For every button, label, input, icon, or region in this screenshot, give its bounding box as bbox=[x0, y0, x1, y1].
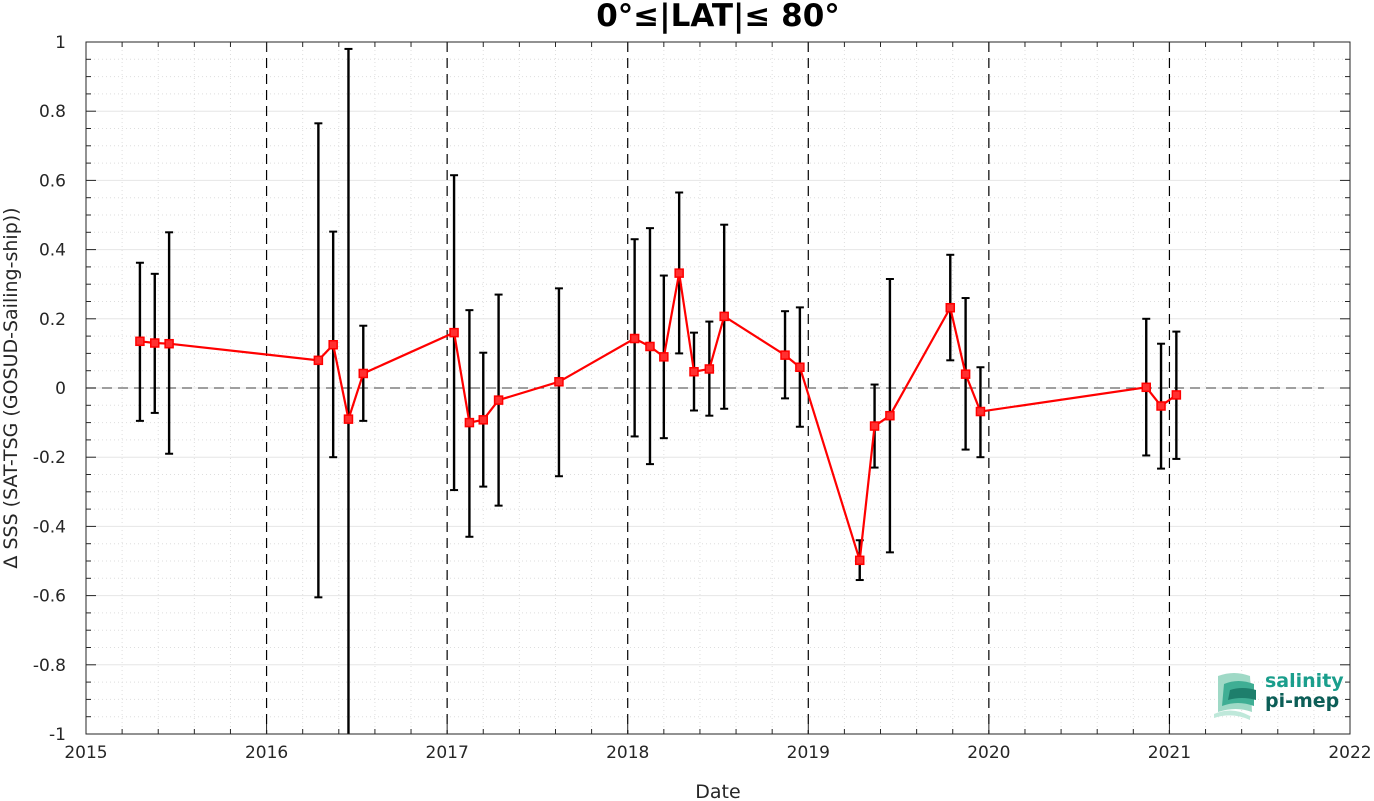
y-ticks: -1 -0.8 -0.6 -0.4 -0.2 0 0.2 0.4 0.6 0.8 1 bbox=[33, 33, 1350, 745]
data-point bbox=[358, 368, 369, 379]
data-point bbox=[493, 395, 504, 405]
x-tick-label: 2021 bbox=[1148, 743, 1191, 763]
x-tick-label: 2016 bbox=[245, 743, 288, 763]
data-point bbox=[795, 362, 805, 372]
y-tick-label: 0.8 bbox=[39, 102, 66, 122]
data-point bbox=[945, 302, 956, 313]
data-point bbox=[150, 338, 160, 348]
data-point bbox=[689, 366, 699, 377]
data-point bbox=[674, 268, 684, 278]
y-tick-label: -0.4 bbox=[33, 517, 66, 537]
data-point bbox=[464, 417, 475, 428]
data-point bbox=[885, 410, 895, 421]
x-tick-label: 2015 bbox=[64, 743, 107, 763]
minor-grid bbox=[86, 42, 1350, 734]
data-point bbox=[313, 355, 324, 366]
data-point bbox=[645, 341, 655, 352]
data-point bbox=[554, 377, 564, 387]
chart-title: 0°≤|LAT|≤ 80° bbox=[596, 0, 840, 34]
x-tick-label: 2018 bbox=[606, 743, 649, 763]
logo-text-pimep: pi-mep bbox=[1265, 690, 1339, 712]
y-tick-label: 0 bbox=[55, 379, 66, 399]
errorbars bbox=[135, 47, 1181, 734]
x-axis-label: Date bbox=[695, 781, 740, 801]
data-point bbox=[780, 350, 790, 360]
data-point bbox=[1141, 382, 1151, 393]
data-point bbox=[629, 333, 640, 344]
y-tick-label: -0.2 bbox=[33, 448, 66, 468]
data-point bbox=[704, 364, 715, 374]
y-axis-label: Δ SSS (SAT-TSG (GOSUD-Sailing-ship)) bbox=[0, 207, 22, 568]
data-point bbox=[449, 327, 459, 338]
x-tick-label: 2022 bbox=[1328, 743, 1371, 763]
data-point bbox=[869, 421, 880, 431]
y-tick-label: 0.4 bbox=[39, 241, 66, 261]
logo-text-salinity: salinity bbox=[1265, 670, 1344, 692]
data-point bbox=[1171, 390, 1182, 400]
data-point bbox=[343, 414, 354, 424]
y-tick-label: -0.6 bbox=[33, 587, 66, 607]
data-point bbox=[328, 340, 338, 350]
salinity-logo: salinity pi-mep bbox=[1214, 670, 1344, 720]
x-tick-label: 2020 bbox=[967, 743, 1010, 763]
y-tick-label: 1 bbox=[55, 33, 66, 53]
x-tick-label: 2017 bbox=[426, 743, 469, 763]
y-tick-label: 0.2 bbox=[39, 310, 66, 330]
markers bbox=[135, 268, 1182, 566]
y-tick-label: -0.8 bbox=[33, 656, 66, 676]
data-point bbox=[164, 338, 174, 349]
data-point bbox=[854, 555, 865, 566]
data-point bbox=[975, 406, 986, 417]
x-ticks: 2015 2016 2017 2018 2019 2020 2021 2022 bbox=[64, 42, 1372, 763]
data-point bbox=[659, 352, 669, 362]
data-point bbox=[960, 369, 971, 379]
data-point bbox=[1156, 401, 1166, 411]
data-point bbox=[135, 336, 145, 347]
y-tick-label: -1 bbox=[49, 725, 66, 745]
data-point bbox=[478, 415, 489, 425]
series-line bbox=[139, 272, 1177, 561]
x-tick-label: 2019 bbox=[787, 743, 830, 763]
wave-logo-icon bbox=[1214, 673, 1256, 720]
y-tick-label: 0.6 bbox=[39, 171, 66, 191]
data-point bbox=[719, 311, 729, 322]
